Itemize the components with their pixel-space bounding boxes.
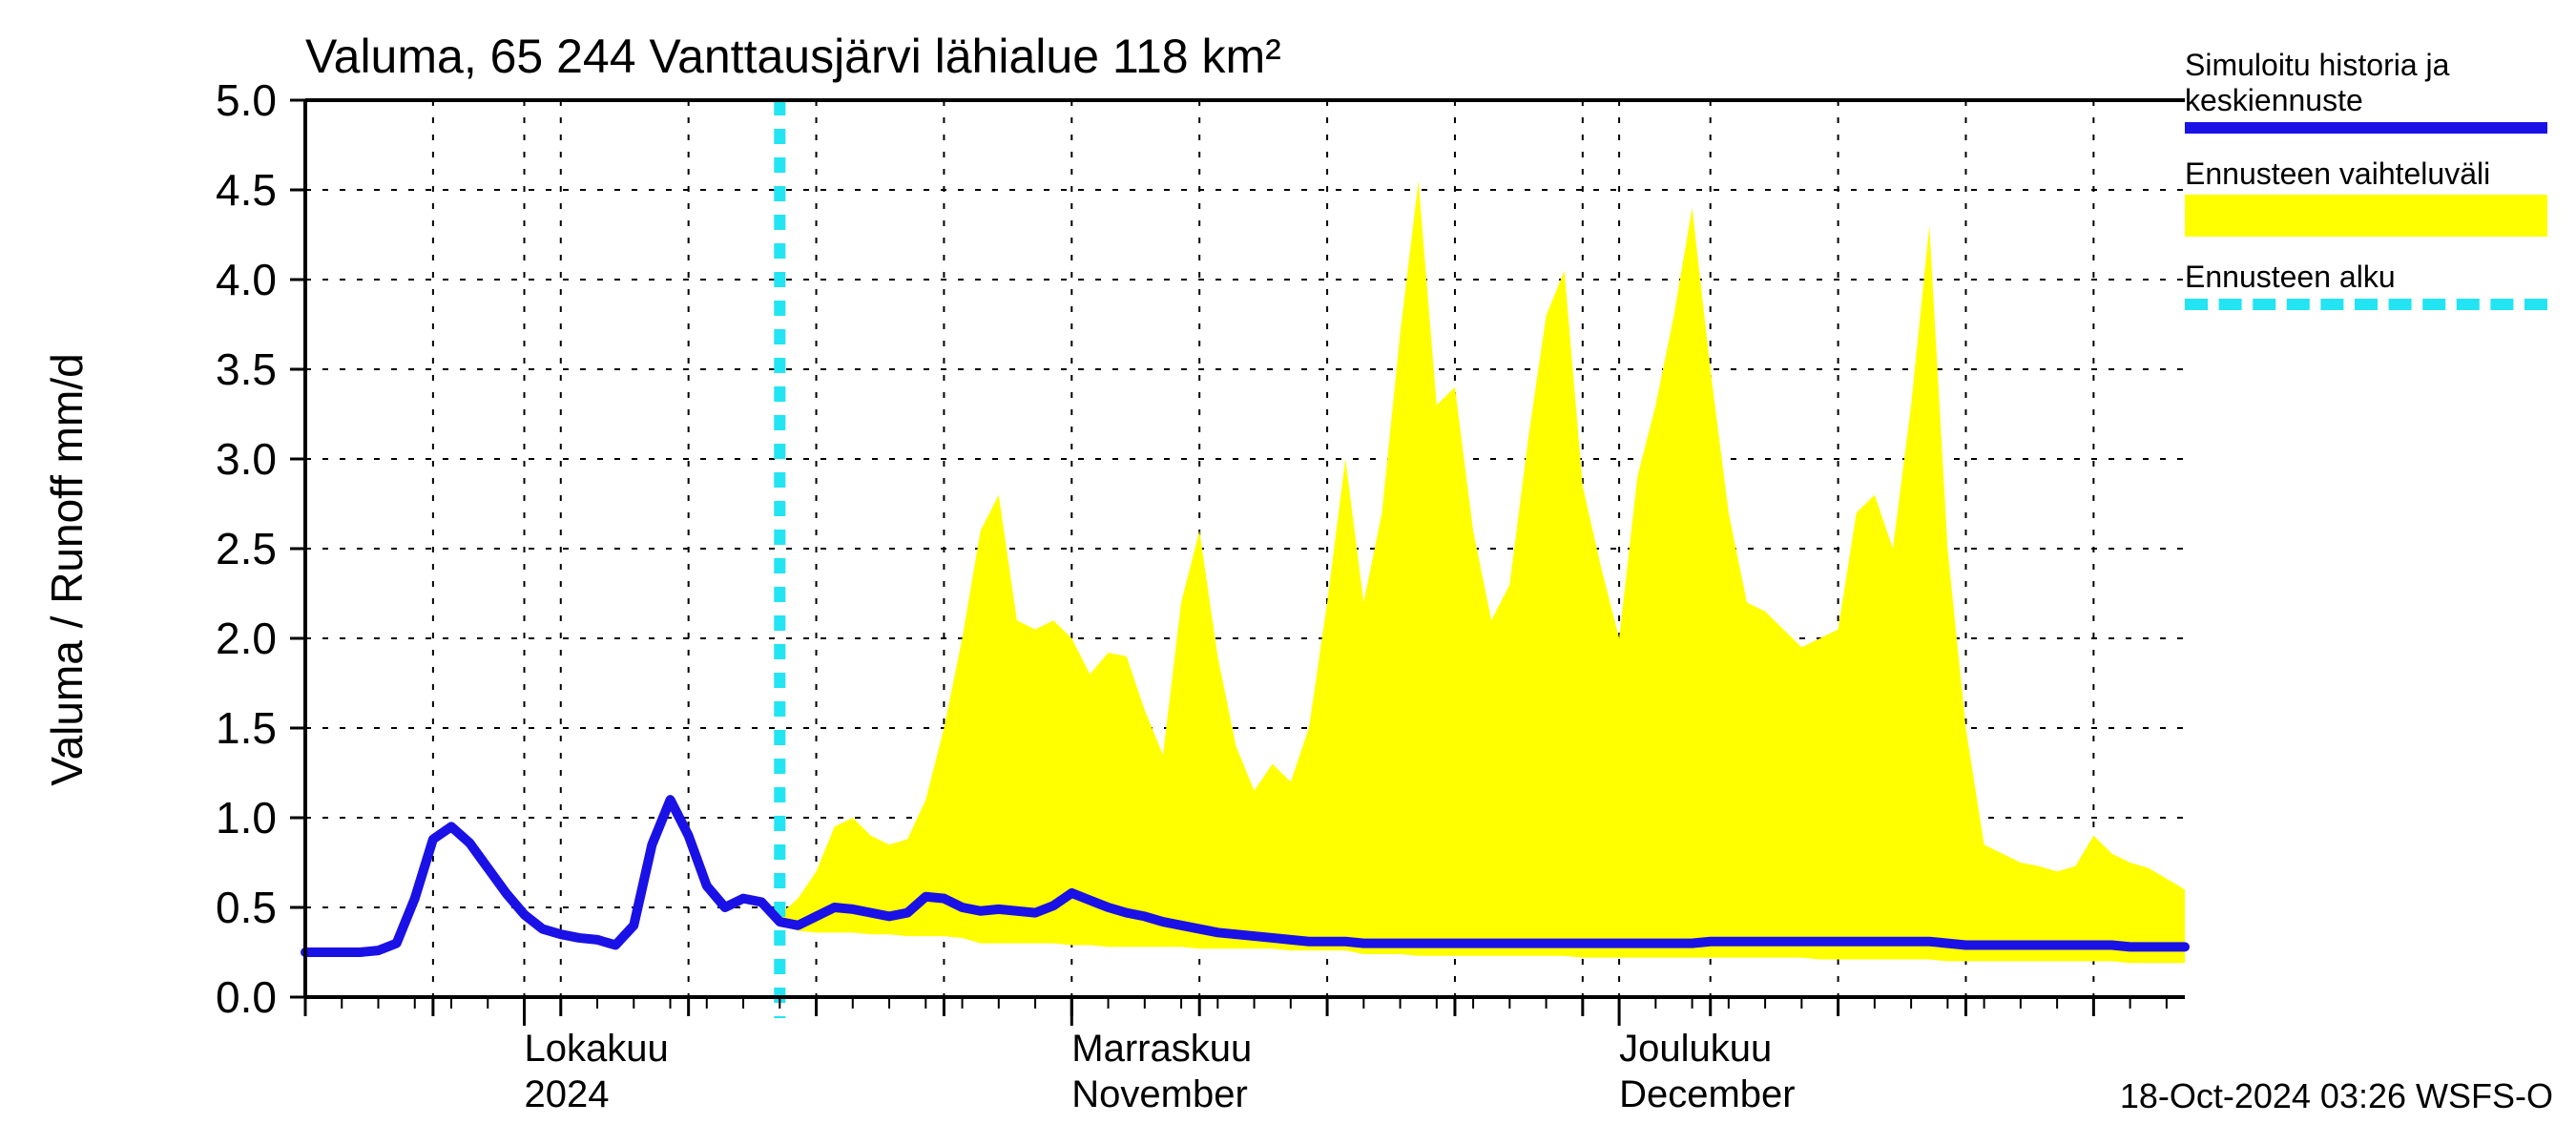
ytick-label: 2.5 xyxy=(172,523,277,574)
legend-swatch-band xyxy=(2185,195,2547,237)
ytick-label: 4.5 xyxy=(172,164,277,216)
legend-label-band: Ennusteen vaihteluväli xyxy=(2185,156,2557,192)
footer-timestamp: 18-Oct-2024 03:26 WSFS-O xyxy=(2120,1076,2553,1116)
ytick-label: 1.5 xyxy=(172,702,277,754)
legend-item-forecast-start: Ennusteen alku xyxy=(2185,260,2557,310)
ytick-label: 3.0 xyxy=(172,433,277,485)
legend-item-band: Ennusteen vaihteluväli xyxy=(2185,156,2557,238)
xtick-month-top: Joulukuu xyxy=(1619,1028,1772,1071)
ytick-label: 1.0 xyxy=(172,792,277,843)
xtick-month-top: Lokakuu xyxy=(525,1028,669,1071)
legend-swatch-line xyxy=(2185,122,2547,134)
ytick-label: 2.0 xyxy=(172,613,277,664)
legend-label-forecast-start: Ennusteen alku xyxy=(2185,260,2557,295)
legend: Simuloitu historia ja keskiennuste Ennus… xyxy=(2185,48,2557,333)
xtick-month-bottom: 2024 xyxy=(525,1073,610,1116)
ytick-label: 4.0 xyxy=(172,254,277,305)
xtick-month-bottom: November xyxy=(1071,1073,1248,1116)
xtick-month-top: Marraskuu xyxy=(1071,1028,1252,1071)
legend-label-line: Simuloitu historia ja keskiennuste xyxy=(2185,48,2557,118)
chart-stage: Valuma, 65 244 Vanttausjärvi lähialue 11… xyxy=(0,0,2576,1145)
ytick-label: 0.0 xyxy=(172,971,277,1023)
ytick-label: 5.0 xyxy=(172,74,277,126)
ytick-label: 3.5 xyxy=(172,344,277,395)
ytick-label: 0.5 xyxy=(172,882,277,933)
legend-swatch-forecast-start xyxy=(2185,299,2547,310)
xtick-month-bottom: December xyxy=(1619,1073,1796,1116)
legend-item-line: Simuloitu historia ja keskiennuste xyxy=(2185,48,2557,134)
